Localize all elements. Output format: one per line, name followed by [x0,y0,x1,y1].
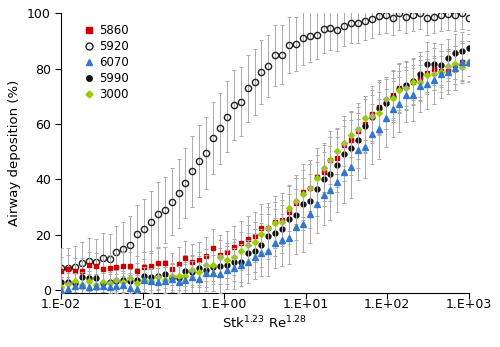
X-axis label: Stk$^{1.23}$ Re$^{1.28}$: Stk$^{1.23}$ Re$^{1.28}$ [222,315,308,332]
Text: 1.E+00: 1.E+00 [201,298,248,312]
Text: 1.E+02: 1.E+02 [364,298,410,312]
Text: 1.E-02: 1.E-02 [41,298,81,312]
Text: 1.E+03: 1.E+03 [446,298,492,312]
Text: 1.E-01: 1.E-01 [122,298,162,312]
Legend: 5860, 5920, 6070, 5990, 3000: 5860, 5920, 6070, 5990, 3000 [84,22,131,103]
Y-axis label: Airway deposition (%): Airway deposition (%) [8,80,22,226]
Text: 1.E+01: 1.E+01 [282,298,329,312]
